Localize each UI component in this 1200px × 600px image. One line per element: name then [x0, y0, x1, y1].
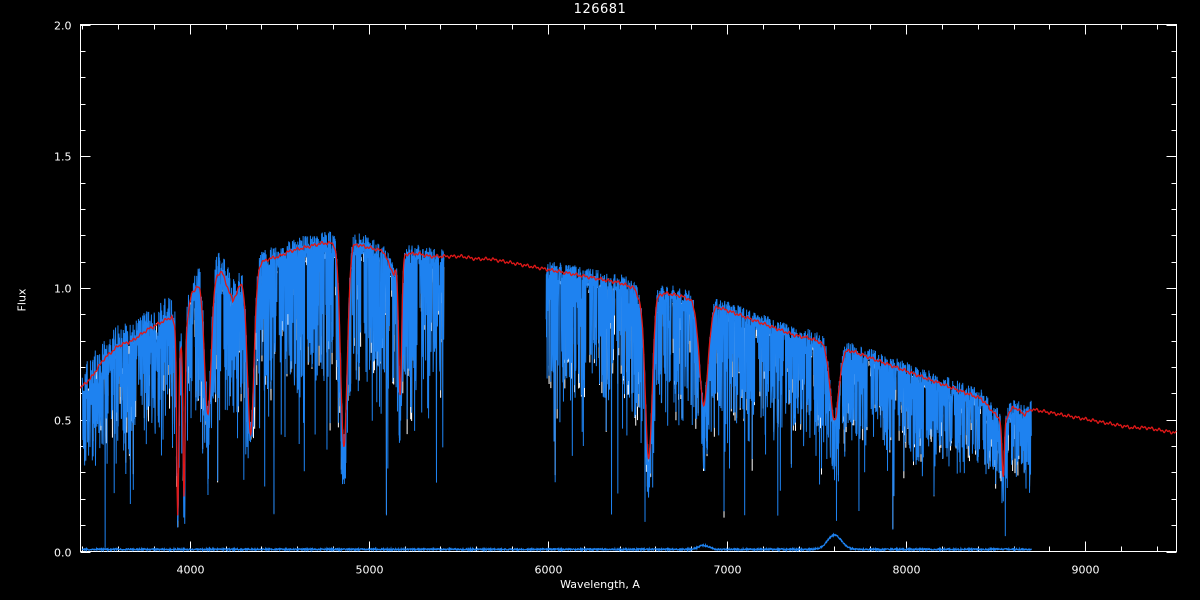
svg-text:8000: 8000	[893, 564, 921, 577]
svg-text:4000: 4000	[177, 564, 205, 577]
residual-baseline-series	[81, 532, 1032, 553]
svg-text:9000: 9000	[1072, 564, 1100, 577]
svg-text:7000: 7000	[714, 564, 742, 577]
svg-text:1.0: 1.0	[54, 283, 72, 296]
svg-text:5000: 5000	[356, 564, 384, 577]
svg-text:0.5: 0.5	[54, 415, 72, 428]
page-title: 126681	[573, 2, 627, 17]
svg-text:0.0: 0.0	[54, 547, 72, 560]
svg-text:2.0: 2.0	[54, 20, 72, 33]
observed-spectrum-series	[81, 231, 1032, 548]
x-axis-label: Wavelength, A	[560, 578, 640, 591]
model-spectrum-series	[79, 240, 1177, 516]
plot-frame	[80, 24, 1177, 552]
svg-text:1.5: 1.5	[54, 151, 72, 164]
data-series-group	[79, 231, 1177, 553]
y-tick-labels: 0.0 0.5 1.0 1.5 2.0	[54, 20, 72, 560]
x-tick-labels: 4000 5000 6000 7000 8000 9000	[177, 564, 1100, 577]
svg-text:6000: 6000	[535, 564, 563, 577]
